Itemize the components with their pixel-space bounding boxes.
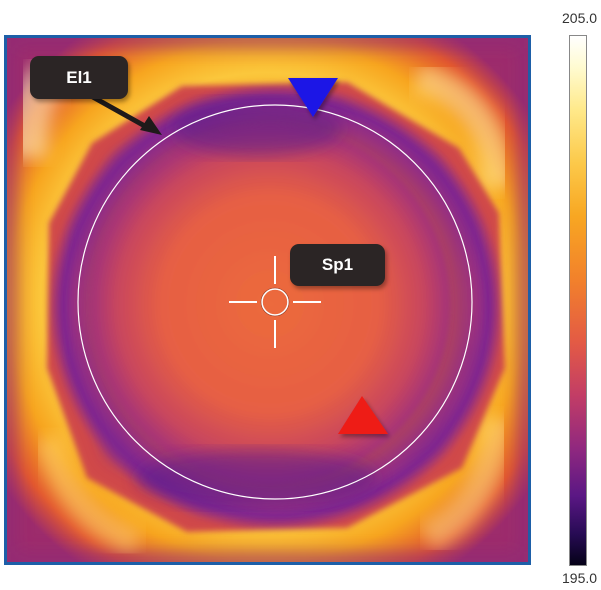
el1-pointer-arrow — [89, 93, 154, 133]
spot-sp1-label[interactable]: Sp1 — [290, 244, 385, 286]
hot-core — [90, 124, 450, 484]
ellipse-el1-label[interactable]: El1 — [30, 56, 128, 99]
scale-min-value: 195.0 — [562, 570, 598, 586]
thermal-image — [7, 38, 528, 562]
thermal-image-frame — [4, 35, 531, 565]
temperature-color-scale — [569, 35, 587, 566]
cold-spot-marker[interactable] — [288, 78, 338, 117]
spot-sp1-crosshair[interactable] — [229, 256, 321, 348]
hot-spot-marker[interactable] — [338, 396, 388, 434]
ellipse-el1-outline[interactable] — [77, 104, 473, 500]
scale-max-value: 205.0 — [562, 10, 598, 26]
